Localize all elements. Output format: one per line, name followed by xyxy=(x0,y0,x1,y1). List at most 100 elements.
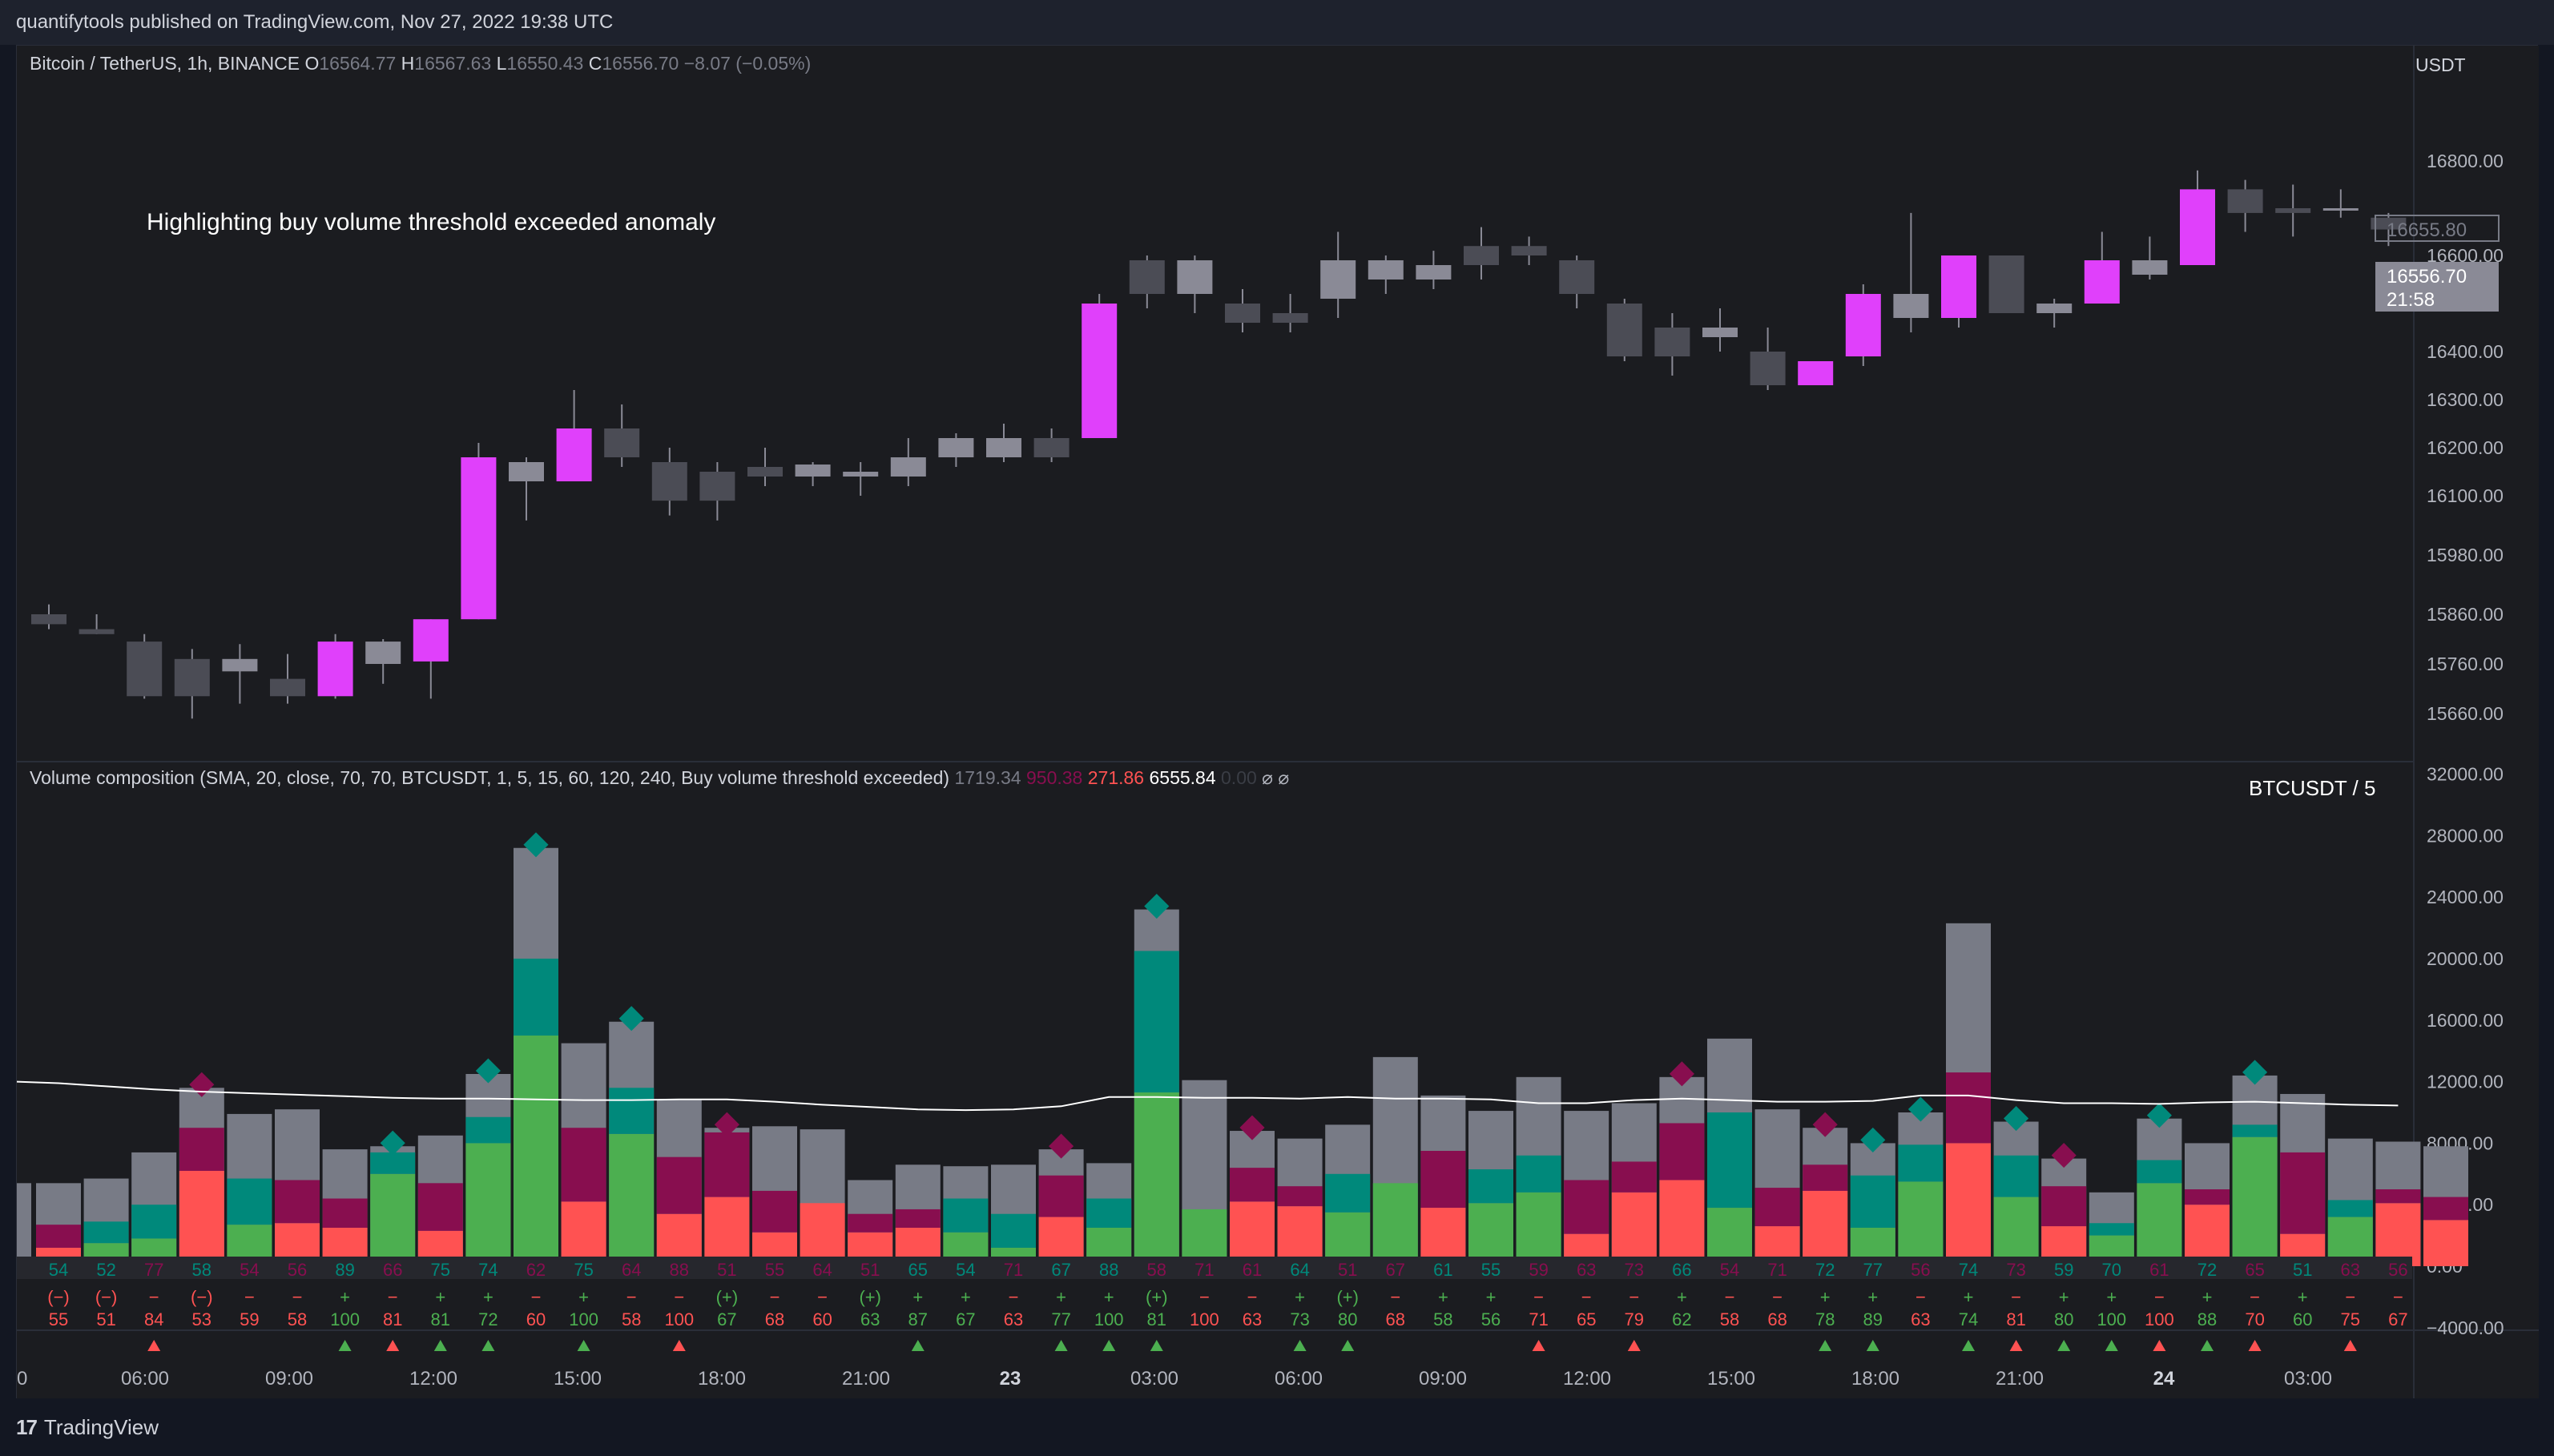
last-price: 16556.70 xyxy=(2387,266,2467,288)
time-tick-label: 06:00 xyxy=(121,1368,169,1390)
candle-body xyxy=(1702,328,1738,337)
candle-body xyxy=(1416,265,1452,280)
time-tick-label: 21:00 xyxy=(1996,1368,2044,1390)
row2-value: 81 xyxy=(2006,1309,2025,1329)
row1-value: 63 xyxy=(2341,1260,2360,1280)
chart-panel[interactable]: Bitcoin / TetherUS, 1h, BINANCE O16564.7… xyxy=(16,45,2539,1399)
volume-segment xyxy=(1516,1155,1561,1193)
candle-body xyxy=(317,642,353,697)
row2-triangle xyxy=(2343,1340,2357,1351)
candle-body xyxy=(2227,189,2263,213)
row1-value: 72 xyxy=(1815,1260,1835,1280)
anomaly-diamond xyxy=(1239,1115,1265,1140)
volume-segment xyxy=(465,1116,511,1144)
volume-legend-value: 271.86 xyxy=(1088,767,1150,788)
price-tick-label: 15660.00 xyxy=(2427,703,2504,724)
price-currency: USDT xyxy=(2415,54,2466,75)
row2-triangle xyxy=(2153,1340,2166,1351)
volume-legend-value: ⌀ xyxy=(1278,767,1289,788)
time-tick-label: 18:00 xyxy=(698,1368,746,1390)
candle-body xyxy=(843,472,879,477)
candle-body xyxy=(1893,294,1929,318)
volume-legend-title: Volume composition (SMA, 20, close, 70, … xyxy=(30,767,954,788)
row2-sign: + xyxy=(1486,1287,1497,1307)
row2-value: 56 xyxy=(1481,1309,1501,1329)
row2-value: 100 xyxy=(1190,1309,1219,1329)
row2-triangle xyxy=(1627,1340,1641,1351)
row1-value: 55 xyxy=(765,1260,784,1280)
volume-segment xyxy=(1325,1173,1371,1213)
row2-value: 100 xyxy=(330,1309,360,1329)
ohlc-label: O xyxy=(304,53,319,74)
volume-segment xyxy=(1803,1190,1848,1266)
volume-segment xyxy=(895,1209,941,1228)
candle-body xyxy=(222,658,258,672)
volume-tick-label: 28000.00 xyxy=(2427,825,2504,846)
row2-value: 100 xyxy=(2145,1309,2174,1329)
volume-segment xyxy=(370,1152,416,1174)
row1-value: 51 xyxy=(717,1260,736,1280)
candle-body xyxy=(890,457,926,477)
row2-sign: − xyxy=(388,1287,398,1307)
row1-value: 51 xyxy=(860,1260,880,1280)
row2-value: 73 xyxy=(1290,1309,1309,1329)
volume-segment xyxy=(1611,1192,1657,1266)
volume-segment xyxy=(1230,1201,1275,1266)
anomaly-diamond xyxy=(1144,894,1170,919)
row2-triangle xyxy=(2009,1340,2023,1351)
row1-value: 62 xyxy=(526,1260,546,1280)
candle-body xyxy=(31,614,66,625)
candle-body xyxy=(365,642,401,664)
row1-value: 71 xyxy=(1194,1260,1214,1280)
row2-value: 81 xyxy=(431,1309,450,1329)
row2-sign: − xyxy=(770,1287,780,1307)
volume-segment xyxy=(1038,1175,1084,1217)
candle-body xyxy=(1368,260,1404,280)
candle-body xyxy=(699,472,735,501)
row2-sign: + xyxy=(578,1287,589,1307)
row2-sign: − xyxy=(817,1287,828,1307)
row2-sign: − xyxy=(149,1287,159,1307)
row2-triangle xyxy=(386,1340,400,1351)
row1-value: 51 xyxy=(1338,1260,1357,1280)
candle-body xyxy=(1464,246,1499,265)
row2-value: 63 xyxy=(1911,1309,1930,1329)
volume-segment xyxy=(1420,1208,1466,1266)
time-tick-label: 03:00 xyxy=(2284,1368,2332,1390)
time-tick-label: 12:00 xyxy=(409,1368,457,1390)
volume-segment xyxy=(2041,1186,2087,1227)
candle-body xyxy=(556,428,592,481)
row2-value: 100 xyxy=(2097,1309,2126,1329)
anomaly-diamond xyxy=(380,1130,405,1156)
footer: 17 TradingView xyxy=(0,1398,2554,1456)
candle-body xyxy=(127,642,163,697)
candle-body xyxy=(1033,438,1070,457)
row1-value: 65 xyxy=(908,1260,928,1280)
row1-value: 65 xyxy=(2245,1260,2264,1280)
publish-line: quantifytools published on TradingView.c… xyxy=(16,11,614,33)
anomaly-diamond xyxy=(2051,1143,2077,1168)
candle-body xyxy=(461,457,497,620)
volume-segment xyxy=(1277,1186,1323,1207)
candle-body xyxy=(1606,304,1642,356)
time-tick-label: 0 xyxy=(17,1368,27,1390)
last-price-box xyxy=(2375,262,2499,312)
volume-legend-value: 0.00 xyxy=(1221,767,1262,788)
row2-sign: + xyxy=(912,1287,923,1307)
volume-segment xyxy=(2327,1200,2373,1217)
volume-segment xyxy=(1803,1164,1848,1191)
row2-value: 60 xyxy=(2293,1309,2312,1329)
candle-body xyxy=(1988,255,2024,313)
row1-value: 67 xyxy=(1051,1260,1070,1280)
candle-body xyxy=(413,619,449,662)
volume-segment xyxy=(2185,1189,2230,1205)
volume-segment xyxy=(1946,1072,1991,1144)
row2-value: 81 xyxy=(383,1309,402,1329)
row1-value: 73 xyxy=(1625,1260,1644,1280)
chart-svg[interactable]: Bitcoin / TetherUS, 1h, BINANCE O16564.7… xyxy=(16,46,2539,1399)
volume-segment xyxy=(1850,1175,1895,1228)
last-price-grey: 16655.80 xyxy=(2387,219,2467,241)
row2-sign: + xyxy=(2298,1287,2308,1307)
volume-legend-value: 950.38 xyxy=(1026,767,1088,788)
row2-value: 58 xyxy=(622,1309,641,1329)
